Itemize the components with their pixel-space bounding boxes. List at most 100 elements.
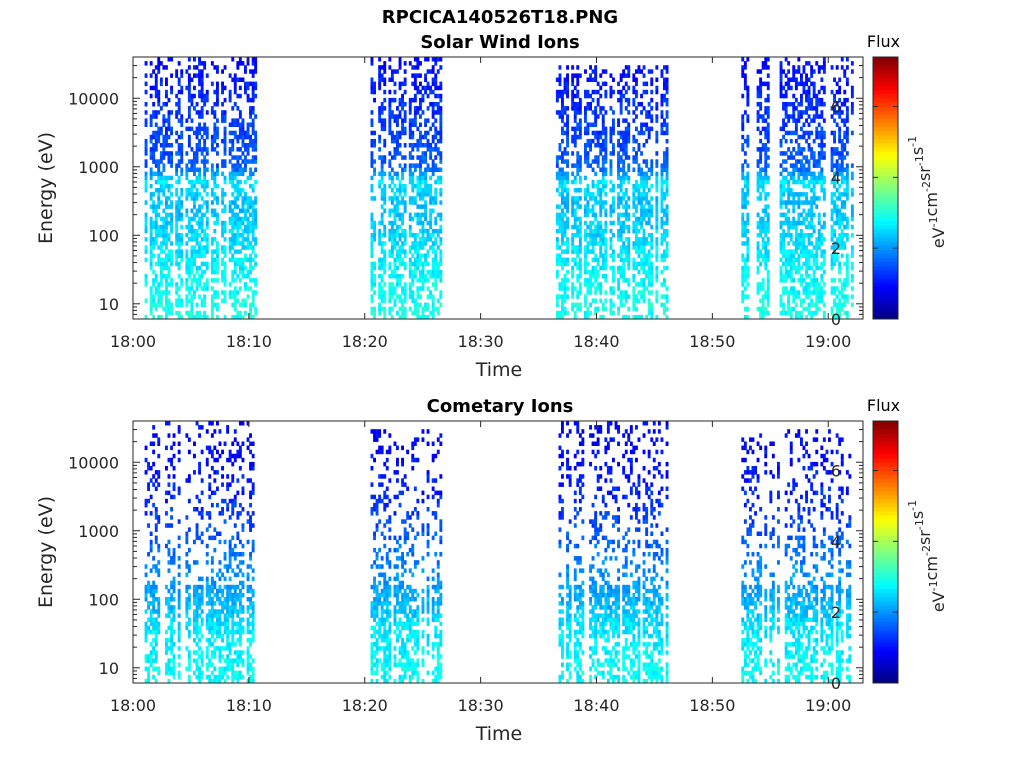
heatmap-cell	[396, 228, 399, 234]
heatmap-cell	[249, 81, 252, 87]
heatmap-cell	[642, 257, 646, 263]
heatmap-cell	[147, 605, 150, 610]
heatmap-cell	[640, 257, 643, 263]
heatmap-cell	[594, 286, 598, 291]
heatmap-cell	[251, 278, 255, 283]
heatmap-cell	[584, 204, 587, 209]
heatmap-cell	[604, 69, 608, 74]
heatmap-cell	[416, 261, 420, 267]
heatmap-cell	[802, 179, 806, 185]
heatmap-cell	[766, 286, 770, 291]
heatmap-cell	[794, 130, 798, 136]
heatmap-cell	[233, 233, 237, 238]
heatmap-cell	[746, 102, 750, 107]
heatmap-cell	[619, 97, 623, 103]
heatmap-cell	[370, 220, 374, 226]
heatmap-cell	[635, 126, 638, 132]
colorbar-title: Flux	[867, 32, 900, 51]
heatmap-cell	[812, 290, 816, 295]
heatmap-cell	[233, 163, 237, 168]
heatmap-cell	[805, 212, 808, 218]
heatmap-cell	[431, 159, 435, 164]
heatmap-cell	[144, 212, 148, 218]
heatmap-cell	[573, 310, 577, 316]
heatmap-cell	[594, 159, 598, 164]
heatmap-cell	[238, 163, 242, 168]
heatmap-cell	[817, 212, 821, 218]
heatmap-cell	[764, 163, 768, 168]
heatmap-cell	[159, 282, 163, 287]
heatmap-cell	[561, 314, 564, 320]
heatmap-cell	[390, 188, 394, 193]
heatmap-cell	[165, 183, 168, 189]
heatmap-cell	[805, 233, 808, 238]
heatmap-cell	[200, 298, 204, 303]
heatmap-cell	[216, 220, 219, 226]
heatmap-cell	[555, 188, 559, 193]
heatmap-cell	[617, 183, 620, 189]
heatmap-cell	[792, 290, 796, 295]
heatmap-cell	[812, 151, 816, 156]
heatmap-cell	[650, 89, 654, 95]
heatmap-cell	[622, 167, 626, 172]
heatmap-cell	[203, 147, 207, 152]
heatmap-cell	[403, 81, 407, 87]
heatmap-cell	[144, 597, 148, 602]
heatmap-cell	[180, 122, 184, 127]
heatmap-cell	[789, 130, 793, 136]
heatmap-cell	[561, 110, 564, 115]
heatmap-cell	[660, 69, 664, 74]
heatmap-cell	[622, 249, 626, 254]
heatmap-cell	[149, 654, 153, 659]
heatmap-cell	[429, 126, 433, 132]
heatmap-cell	[187, 93, 191, 99]
heatmap-cell	[591, 167, 595, 172]
heatmap-cell	[238, 269, 242, 275]
heatmap-cell	[249, 306, 252, 312]
heatmap-cell	[154, 188, 158, 193]
heatmap-cell	[764, 159, 768, 164]
heatmap-cell	[566, 208, 569, 213]
heatmap-cell	[159, 269, 163, 275]
heatmap-cell	[154, 274, 158, 279]
heatmap-cell	[843, 200, 847, 205]
y-axis-title: Energy (eV)	[35, 132, 57, 244]
heatmap-cell	[817, 241, 821, 246]
heatmap-cell	[845, 163, 849, 168]
heatmap-cell	[805, 290, 808, 295]
heatmap-cell	[566, 65, 569, 70]
heatmap-cell	[152, 253, 156, 258]
heatmap-cell	[764, 151, 768, 156]
heatmap-cell	[251, 183, 255, 189]
heatmap-cell	[810, 249, 814, 254]
heatmap-cell	[370, 57, 374, 62]
heatmap-cell	[233, 167, 237, 172]
heatmap-cell	[584, 298, 587, 303]
heatmap-cell	[741, 163, 745, 168]
heatmap-cell	[612, 196, 615, 201]
heatmap-cell	[787, 102, 791, 107]
heatmap-cell	[637, 200, 641, 205]
heatmap-cell	[149, 192, 153, 197]
heatmap-cell	[198, 265, 201, 271]
heatmap-cell	[833, 314, 836, 320]
heatmap-cell	[756, 147, 760, 152]
heatmap-cell	[743, 85, 747, 91]
heatmap-cell	[566, 188, 569, 193]
heatmap-cell	[408, 265, 412, 271]
heatmap-cell	[802, 245, 806, 250]
heatmap-cell	[655, 134, 659, 140]
heatmap-cell	[586, 245, 590, 250]
heatmap-cell	[787, 196, 791, 201]
heatmap-cell	[213, 122, 217, 127]
heatmap-cell	[190, 294, 194, 299]
heatmap-cell	[632, 245, 636, 250]
heatmap-cell	[802, 85, 806, 91]
heatmap-cell	[850, 208, 854, 213]
heatmap-cell	[159, 159, 163, 164]
heatmap-cell	[782, 278, 785, 283]
heatmap-cell	[660, 216, 664, 222]
heatmap-cell	[241, 118, 245, 123]
heatmap-cell	[812, 245, 816, 250]
heatmap-cell	[586, 278, 590, 283]
